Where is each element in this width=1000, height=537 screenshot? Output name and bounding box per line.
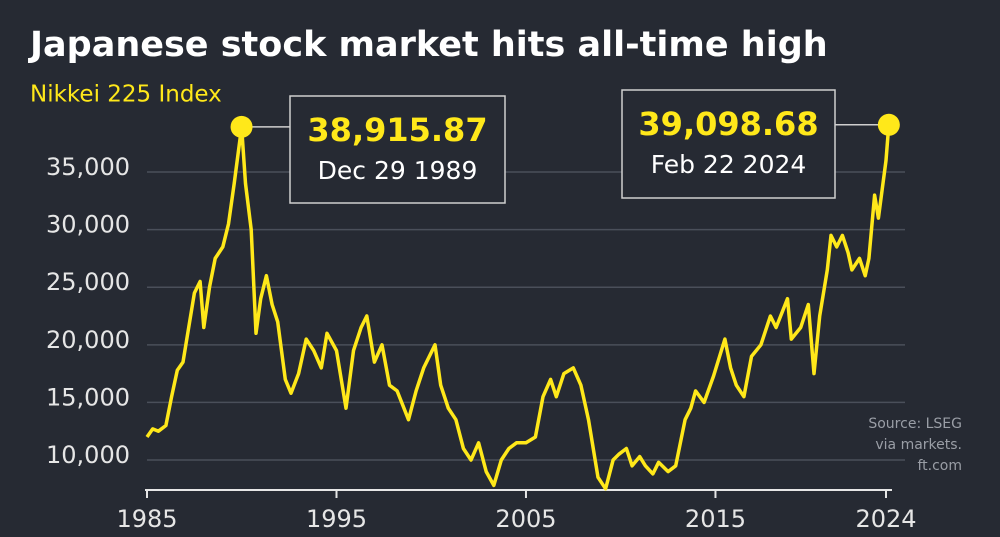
callout-date: Feb 22 2024 <box>651 150 807 179</box>
source-note: via markets. <box>875 437 962 453</box>
callout-value: 38,915.87 <box>307 111 487 149</box>
chart-subtitle: Nikkei 225 Index <box>30 82 222 108</box>
x-tick-label: 1985 <box>116 505 177 533</box>
index-line <box>145 124 891 491</box>
y-tick-label: 10,000 <box>46 441 130 469</box>
peak-dot <box>877 113 900 136</box>
chart-title: Japanese stock market hits all-time high <box>28 25 828 65</box>
x-tick-label: 2024 <box>855 505 916 533</box>
x-tick-label: 2015 <box>685 505 746 533</box>
x-tick-label: 2005 <box>495 505 556 533</box>
callout-box <box>621 89 836 199</box>
source-note: Source: LSEG <box>868 416 962 432</box>
y-tick-label: 25,000 <box>46 268 130 296</box>
callout-value: 39,098.68 <box>638 105 818 143</box>
y-tick-label: 15,000 <box>46 383 130 411</box>
x-tick-label: 1995 <box>306 505 367 533</box>
peak-dot <box>230 115 253 138</box>
callout-date: Dec 29 1989 <box>318 156 478 185</box>
y-tick-label: 35,000 <box>46 153 130 181</box>
y-tick-label: 20,000 <box>46 326 130 354</box>
callout-box <box>289 95 506 204</box>
y-tick-label: 30,000 <box>46 211 130 239</box>
source-note: ft.com <box>917 458 962 474</box>
